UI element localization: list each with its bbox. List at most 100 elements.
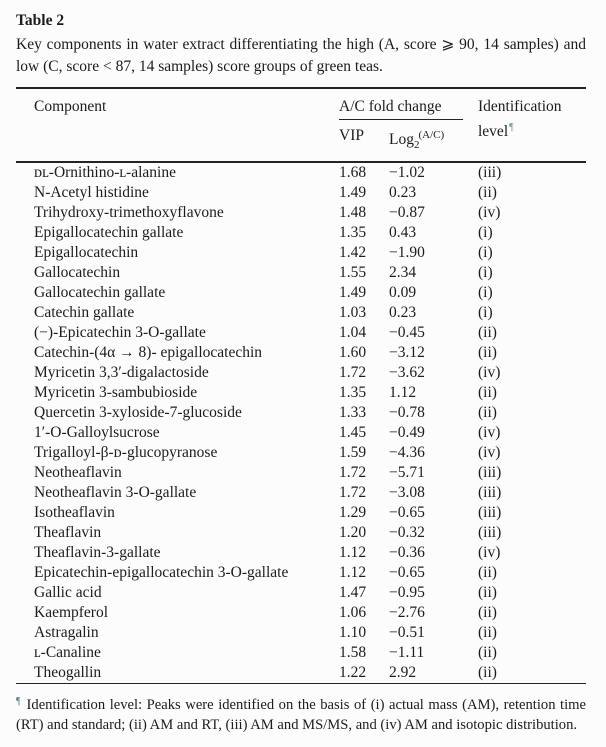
component-name: Kaempferol: [34, 603, 109, 621]
table-row: Epigallocatechin gallate 1.35 0.43 (i): [34, 223, 586, 243]
component-name: Epigallocatechin gallate: [34, 223, 184, 241]
log2-value: 2.92: [389, 663, 417, 681]
component-name: Epicatechin-epigallocatechin 3-O-gallate: [34, 563, 289, 581]
log-superscript: (A/C): [418, 128, 445, 141]
identification-level: (i): [478, 223, 493, 241]
vip-value: 1.20: [339, 523, 367, 541]
table-row: 1′-O-Galloylsucrose 1.45 −0.49 (iv): [34, 423, 586, 443]
component-name: Isotheaflavin: [34, 503, 115, 521]
vip-value: 1.35: [339, 383, 367, 401]
column-header-component: Component: [34, 97, 107, 115]
log2-value: −0.87: [389, 203, 425, 221]
log2-value: −0.32: [389, 523, 425, 541]
table-row: Epigallocatechin 1.42 −1.90 (i): [34, 243, 586, 263]
table-row: Theogallin 1.22 2.92 (ii): [34, 663, 586, 683]
log2-value: −0.45: [389, 323, 425, 341]
vip-value: 1.68: [339, 163, 367, 181]
log2-value: 0.23: [389, 183, 417, 201]
table-row: Isotheaflavin 1.29 −0.65 (iii): [34, 503, 586, 523]
log2-value: −5.71: [389, 463, 425, 481]
identification-level: (iii): [478, 483, 502, 501]
component-name: Gallocatechin: [34, 263, 121, 281]
component-name: Myricetin 3,3′-digalactoside: [34, 363, 209, 381]
identification-level: (i): [478, 243, 493, 261]
vip-value: 1.04: [339, 323, 367, 341]
identification-level: (iii): [478, 503, 502, 521]
log2-value: −0.49: [389, 423, 425, 441]
table-row: Gallocatechin gallate 1.49 0.09 (i): [34, 283, 586, 303]
component-name: Neotheaflavin: [34, 463, 122, 481]
component-name: Theogallin: [34, 663, 102, 681]
vip-value: 1.06: [339, 603, 367, 621]
identification-level: (ii): [478, 563, 497, 581]
identification-level: (ii): [478, 643, 497, 661]
identification-level: (ii): [478, 663, 497, 681]
vip-value: 1.22: [339, 663, 367, 681]
table-row: Trihydroxy-trimethoxyflavone 1.48 −0.87 …: [34, 203, 586, 223]
table-row: (−)-Epicatechin 3-O-gallate 1.04 −0.45 (…: [34, 323, 586, 343]
table-header-row: Component A/C fold change VIP Log2(A/C) …: [16, 89, 586, 161]
identification-level: (ii): [478, 383, 497, 401]
vip-value: 1.35: [339, 223, 367, 241]
component-name: Catechin gallate: [34, 303, 135, 321]
vip-value: 1.48: [339, 203, 367, 221]
identification-level: (ii): [478, 183, 497, 201]
identification-level: (iv): [478, 423, 501, 441]
table-footnote: ¶ Identification level: Peaks were identi…: [16, 692, 586, 735]
vip-value: 1.29: [339, 503, 367, 521]
table-row: Astragalin 1.10 −0.51 (ii): [34, 623, 586, 643]
column-header-fold-change: A/C fold change: [339, 96, 463, 120]
table: Component A/C fold change VIP Log2(A/C) …: [16, 87, 586, 685]
component-name: (−)-Epicatechin 3-O-gallate: [34, 323, 206, 341]
log2-value: −1.02: [389, 163, 425, 181]
vip-value: 1.42: [339, 243, 367, 261]
identification-header-text: Identification level: [478, 97, 562, 140]
table-row: Epicatechin-epigallocatechin 3-O-gallate…: [34, 563, 586, 583]
vip-value: 1.49: [339, 183, 367, 201]
identification-level: (iv): [478, 543, 501, 561]
identification-level: (i): [478, 303, 493, 321]
component-name: Myricetin 3-sambubioside: [34, 383, 198, 401]
vip-value: 1.47: [339, 583, 367, 601]
log-base-text: Log: [389, 130, 414, 148]
component-name: Gallic acid: [34, 583, 102, 601]
component-name: Theaflavin: [34, 523, 102, 541]
log2-value: −0.65: [389, 563, 425, 581]
identification-level: (iii): [478, 163, 502, 181]
vip-value: 1.33: [339, 403, 367, 421]
identification-level: (ii): [478, 623, 497, 641]
footnote-mark: ¶: [509, 121, 514, 133]
identification-level: (iii): [478, 523, 502, 541]
log2-value: −2.76: [389, 603, 425, 621]
table-row: Catechin gallate 1.03 0.23 (i): [34, 303, 586, 323]
vip-value: 1.58: [339, 643, 367, 661]
component-name: Trihydroxy-trimethoxyflavone: [34, 203, 224, 221]
column-header-fold-change-group: A/C fold change VIP Log2(A/C): [339, 96, 478, 156]
identification-level: (i): [478, 263, 493, 281]
table-label: Table 2: [16, 12, 65, 29]
log2-value: −3.12: [389, 343, 425, 361]
component-name: 1′-O-Galloylsucrose: [34, 423, 160, 441]
rule-header-bottom: [16, 160, 586, 163]
identification-level: (ii): [478, 323, 497, 341]
rule-bottom: [16, 682, 586, 685]
component-name: Gallocatechin gallate: [34, 283, 166, 301]
identification-level: (ii): [478, 403, 497, 421]
component-name: Trigalloyl-β-ᴅ-glucopyranose: [34, 443, 218, 461]
component-name: Theaflavin-3-gallate: [34, 543, 161, 561]
identification-level: (iii): [478, 463, 502, 481]
vip-value: 1.49: [339, 283, 367, 301]
log2-value: −0.51: [389, 623, 425, 641]
component-name: N-Acetyl histidine: [34, 183, 149, 201]
log2-value: 0.23: [389, 303, 417, 321]
component-name: Catechin-(4α → 8)- epigallocatechin: [34, 343, 263, 361]
table-row: ᴅʟ-Ornithino-ʟ-alanine 1.68 −1.02 (iii): [34, 163, 586, 183]
vip-value: 1.45: [339, 423, 367, 441]
identification-level: (i): [478, 283, 493, 301]
log2-value: −3.62: [389, 363, 425, 381]
table-body: ᴅʟ-Ornithino-ʟ-alanine 1.68 −1.02 (iii) …: [16, 163, 586, 683]
vip-value: 1.55: [339, 263, 367, 281]
log2-value: 0.43: [389, 223, 417, 241]
identification-level: (ii): [478, 583, 497, 601]
